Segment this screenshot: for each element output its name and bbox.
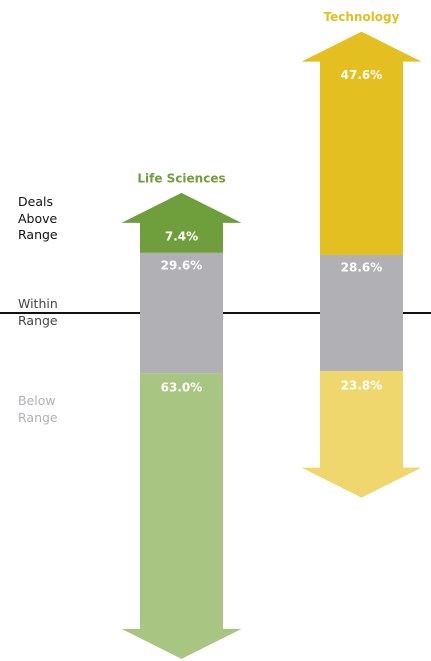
- legend-label: Below Range: [18, 393, 58, 425]
- value-label: 63.0%: [161, 381, 203, 395]
- category-label: Technology: [324, 10, 400, 24]
- category-label: Life Sciences: [137, 171, 225, 185]
- value-label: 29.6%: [161, 258, 203, 272]
- value-label: 47.6%: [341, 68, 383, 82]
- arrow-up: [301, 31, 422, 255]
- within-bar: [320, 254, 403, 372]
- arrow-up: [121, 192, 242, 253]
- within-bar: [140, 252, 223, 374]
- arrow-down: [301, 371, 422, 498]
- legend-label: Within Range: [18, 296, 58, 328]
- value-label: 7.4%: [165, 229, 198, 243]
- value-label: 23.8%: [341, 379, 383, 393]
- legend-label: Deals Above Range: [18, 194, 58, 242]
- value-label: 28.6%: [341, 260, 383, 274]
- arrow-down: [121, 373, 242, 659]
